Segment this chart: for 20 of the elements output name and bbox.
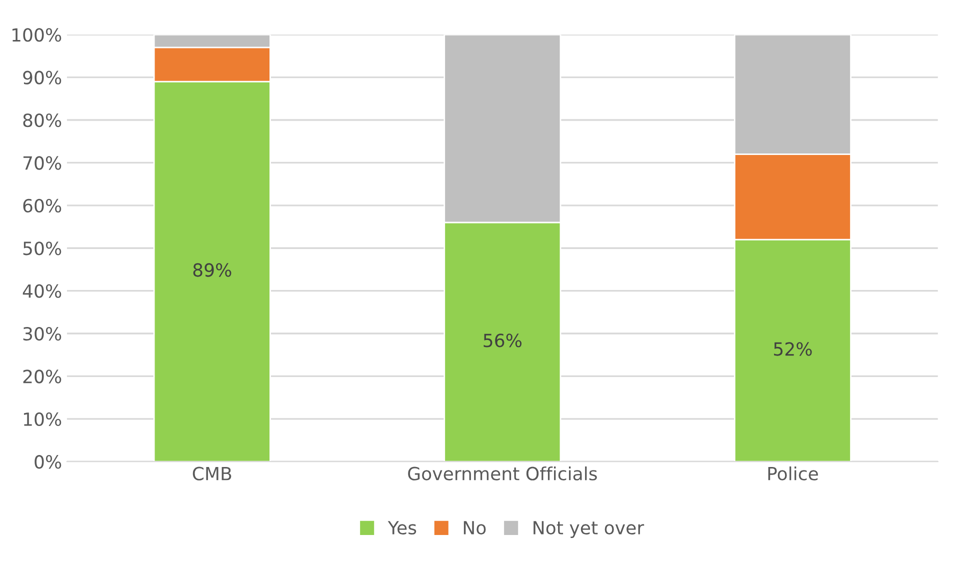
y-tick-label: 80%	[23, 113, 62, 128]
y-tick-label: 0%	[34, 455, 62, 469]
legend-label: Yes	[388, 521, 416, 535]
data-label: 56%	[484, 334, 522, 348]
y-tick-label: 50%	[23, 242, 62, 256]
x-tick-label: Government Officials	[408, 466, 597, 480]
x-tick-label: Police	[768, 466, 818, 480]
y-tick-label: 90%	[23, 70, 62, 84]
x-tick-label: CMB	[192, 466, 232, 480]
y-tick-label: 60%	[23, 198, 62, 213]
y-tick-label: 70%	[23, 156, 62, 170]
data-label: 89%	[193, 263, 232, 277]
y-tick-label: 10%	[24, 412, 62, 426]
y-tick-label: 20%	[23, 370, 62, 384]
y-tick-label: 40%	[22, 284, 62, 298]
y-tick-label: 30%	[23, 326, 62, 341]
legend-label: Not yet over	[534, 521, 644, 538]
y-tick-label: 100%	[12, 28, 62, 42]
legend-label: No	[464, 521, 486, 535]
data-label: 52%	[774, 342, 812, 356]
